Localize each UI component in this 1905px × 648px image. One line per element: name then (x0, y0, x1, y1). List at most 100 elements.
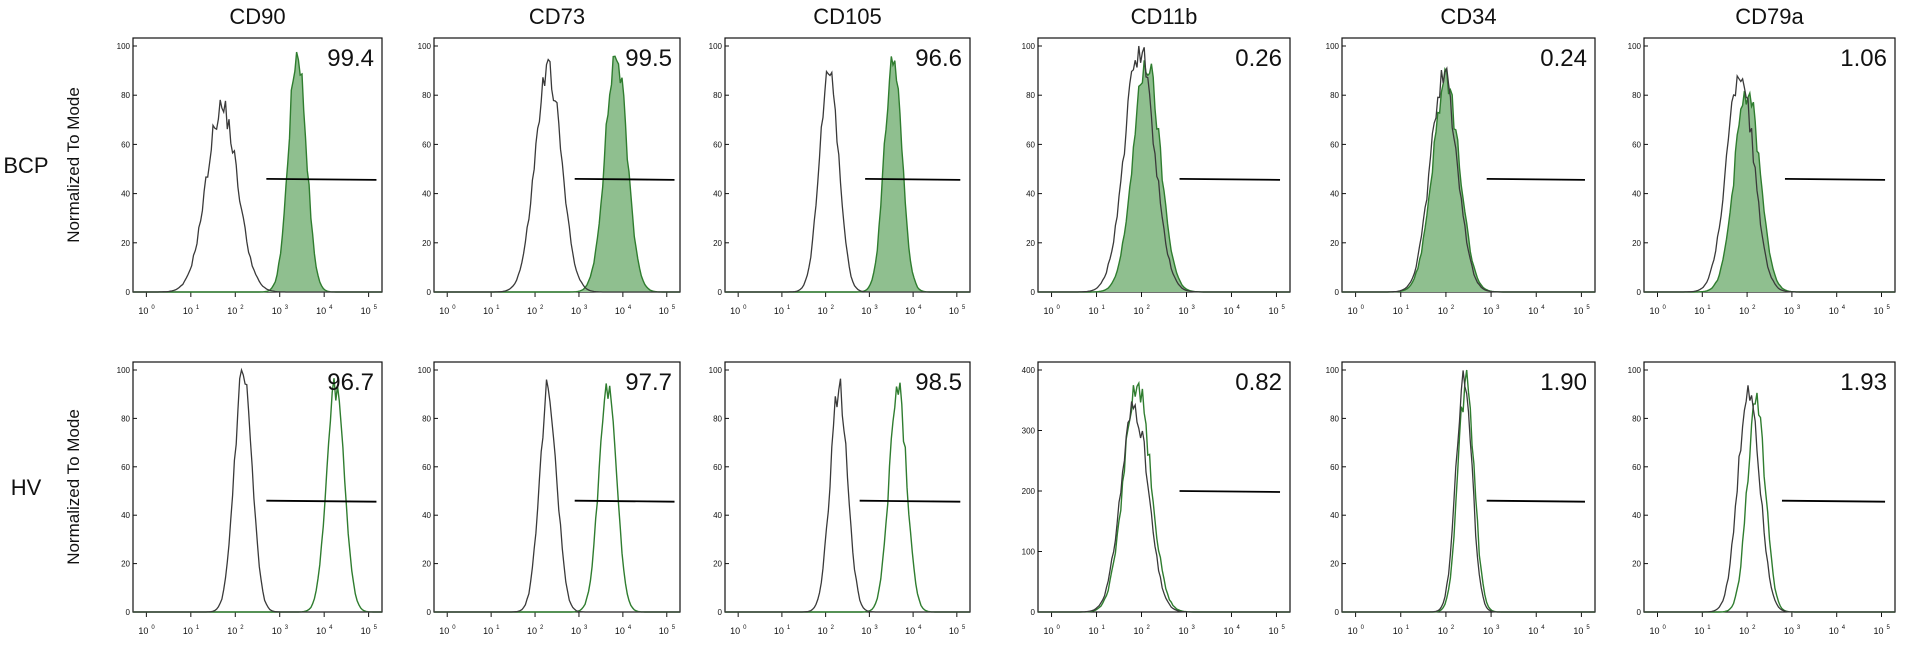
x-tick-exponent: 5 (374, 305, 378, 311)
x-tick-exponent: 1 (496, 305, 500, 311)
x-tick-exponent: 3 (1797, 305, 1801, 311)
x-tick-exponent: 3 (1191, 625, 1195, 631)
x-tick-exponent: 0 (1361, 305, 1365, 311)
y-tick-label: 0 (1637, 608, 1642, 617)
control-histogram-line-hv-cd11b (1038, 401, 1290, 613)
x-tick-exponent: 4 (628, 305, 632, 311)
percent-label-bcp-cd11b: 0.26 (1235, 45, 1282, 72)
x-tick-exponent: 4 (1541, 305, 1545, 311)
y-tick-label: 40 (1632, 511, 1641, 520)
x-tick-label: 10 (571, 306, 581, 316)
x-tick-label: 10 (1348, 626, 1358, 636)
x-tick-label: 10 (1483, 306, 1493, 316)
x-tick-label: 10 (1134, 626, 1144, 636)
x-tick-exponent: 3 (1496, 625, 1500, 631)
y-axis-label: Normalized To Mode (64, 409, 83, 565)
y-tick-label: 100 (1628, 42, 1642, 51)
y-tick-label: 100 (709, 42, 723, 51)
control-histogram-line-bcp-cd90 (133, 99, 382, 293)
x-tick-label: 10 (1438, 626, 1448, 636)
column-title-cd73: CD73 (529, 4, 585, 29)
y-tick-label: 20 (121, 239, 130, 248)
percent-label-bcp-cd105: 96.6 (915, 45, 962, 72)
x-tick-exponent: 0 (151, 625, 155, 631)
y-tick-label: 40 (422, 511, 431, 520)
x-tick-label: 10 (730, 306, 740, 316)
y-tick-label: 100 (1022, 548, 1036, 557)
x-tick-exponent: 1 (1707, 305, 1711, 311)
percent-label-hv-cd73: 97.7 (625, 369, 672, 396)
y-tick-label: 400 (1022, 366, 1036, 375)
control-histogram-line-bcp-cd34 (1342, 66, 1595, 293)
y-tick-label: 100 (1022, 42, 1036, 51)
x-tick-label: 10 (1089, 306, 1099, 316)
x-tick-label: 10 (1268, 306, 1278, 316)
x-tick-label: 10 (615, 306, 625, 316)
x-tick-exponent: 4 (918, 625, 922, 631)
stained-histogram-fill-bcp-cd79a (1644, 90, 1895, 293)
y-tick-label: 80 (422, 91, 431, 100)
percent-label-hv-cd34: 1.90 (1540, 369, 1587, 396)
x-tick-exponent: 4 (329, 625, 333, 631)
x-tick-label: 10 (1393, 306, 1403, 316)
x-tick-label: 10 (1874, 626, 1884, 636)
gate-bar-bcp-cd73 (574, 177, 675, 181)
row-label-hv: HV (11, 475, 42, 500)
gate-bar-hv-cd90 (266, 499, 377, 503)
x-tick-label: 10 (949, 306, 959, 316)
x-tick-label: 10 (1874, 306, 1884, 316)
x-tick-label: 10 (1223, 626, 1233, 636)
column-title-cd105: CD105 (813, 4, 881, 29)
x-tick-exponent: 1 (1707, 625, 1711, 631)
x-tick-exponent: 5 (962, 625, 966, 631)
x-tick-exponent: 5 (672, 305, 676, 311)
percent-label-hv-cd11b: 0.82 (1235, 369, 1282, 396)
panel-frame-bcp-cd73 (433, 37, 681, 293)
y-tick-label: 60 (713, 463, 722, 472)
y-tick-label: 60 (713, 140, 722, 149)
y-tick-label: 100 (1628, 366, 1642, 375)
x-tick-label: 10 (361, 626, 371, 636)
y-tick-label: 40 (1330, 190, 1339, 199)
control-histogram-line-bcp-cd73 (434, 58, 680, 293)
x-tick-exponent: 1 (196, 305, 200, 311)
x-tick-label: 10 (1829, 306, 1839, 316)
y-tick-label: 0 (1637, 288, 1642, 297)
x-tick-exponent: 2 (540, 625, 544, 631)
y-tick-label: 60 (121, 140, 130, 149)
panel-frame-bcp-cd90 (132, 37, 383, 293)
x-tick-label: 10 (1784, 626, 1794, 636)
y-tick-label: 60 (121, 463, 130, 472)
x-tick-exponent: 4 (628, 625, 632, 631)
y-tick-label: 0 (1335, 608, 1340, 617)
x-tick-exponent: 2 (1451, 625, 1455, 631)
x-tick-label: 10 (1178, 306, 1188, 316)
x-tick-exponent: 0 (743, 305, 747, 311)
y-tick-label: 80 (1632, 414, 1641, 423)
x-tick-exponent: 2 (1451, 305, 1455, 311)
y-tick-label: 40 (1330, 511, 1339, 520)
y-tick-label: 60 (1026, 140, 1035, 149)
x-tick-exponent: 1 (1406, 305, 1410, 311)
column-title-cd90: CD90 (229, 4, 285, 29)
gate-bar-bcp-cd34 (1486, 177, 1585, 181)
x-tick-label: 10 (1739, 626, 1749, 636)
y-tick-label: 20 (1330, 560, 1339, 569)
y-tick-label: 20 (1026, 239, 1035, 248)
x-tick-label: 10 (439, 306, 449, 316)
x-tick-exponent: 0 (452, 305, 456, 311)
x-tick-exponent: 5 (672, 625, 676, 631)
y-tick-label: 40 (121, 190, 130, 199)
gate-bar-hv-cd105 (859, 499, 961, 503)
y-tick-label: 200 (1022, 487, 1036, 496)
x-tick-label: 10 (227, 306, 237, 316)
panel-frame-hv-cd79a (1643, 361, 1896, 613)
column-title-cd34: CD34 (1440, 4, 1496, 29)
x-tick-label: 10 (527, 306, 537, 316)
x-tick-label: 10 (316, 306, 326, 316)
x-tick-label: 10 (818, 626, 828, 636)
x-tick-exponent: 3 (285, 625, 289, 631)
control-histogram-line-hv-cd79a (1644, 385, 1895, 613)
x-tick-label: 10 (1573, 306, 1583, 316)
